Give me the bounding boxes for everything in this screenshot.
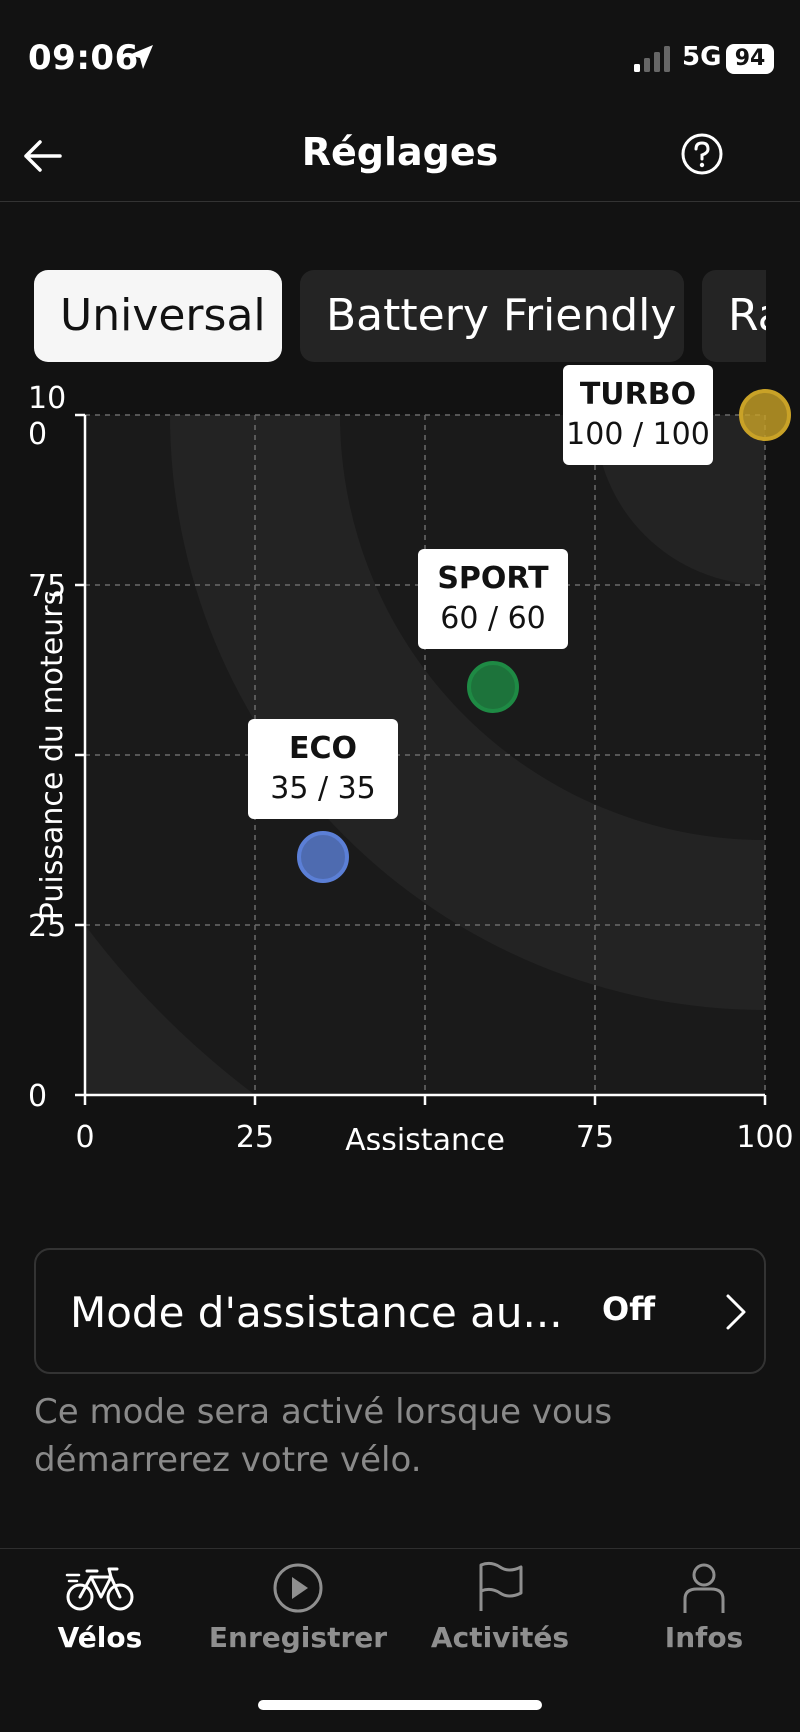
header: Réglages (0, 110, 800, 202)
tab-ra[interactable]: Ra (702, 270, 766, 362)
assistance-chart: 0 0 25 25 75 75 100 10 0 Assistance Puissance du… (0, 365, 800, 1150)
mode-label-turbo: TURBO 100 / 100 (563, 365, 713, 465)
mode-value: 60 / 60 (440, 601, 546, 636)
x-tick-label: 100 (736, 1120, 793, 1150)
x-tick-label: 25 (236, 1120, 274, 1150)
flag-icon (479, 1561, 523, 1611)
nav-item-activites[interactable]: Activités (400, 1561, 600, 1681)
bottom-nav: Vélos Enregistrer Activités Infos (0, 1548, 800, 1732)
y-tick-label: 0 (28, 417, 47, 452)
x-tick-label: 75 (576, 1120, 614, 1150)
y-tick-label: 25 (28, 909, 66, 944)
mode-value: 35 / 35 (270, 771, 376, 806)
mode-label-sport: SPORT 60 / 60 (418, 549, 568, 649)
nav-item-infos[interactable]: Infos (604, 1561, 800, 1681)
battery-level: 94 (726, 44, 774, 74)
tab-universal[interactable]: Universal (34, 270, 282, 362)
status-time: 09:06 (28, 38, 139, 78)
location-arrow-icon (129, 45, 153, 69)
chevron-right-icon (726, 1294, 746, 1330)
mode-name: ECO (288, 731, 357, 766)
play-circle-icon (273, 1563, 323, 1613)
setting-helper-text: Ce mode sera activé lorsque vous démarre… (34, 1392, 613, 1480)
y-tick-label: 0 (28, 1079, 47, 1114)
network-type: 5G (682, 42, 722, 72)
status-bar: 09:06 5G 94 (0, 0, 800, 110)
x-tick-label: 0 (75, 1120, 94, 1150)
setting-label: Mode d'assistance au... (70, 1288, 563, 1337)
page-title: Réglages (301, 130, 499, 174)
nav-label: Activités (430, 1621, 570, 1654)
question-circle-icon[interactable] (680, 132, 724, 176)
bike-icon (65, 1567, 134, 1611)
nav-item-velos[interactable]: Vélos (0, 1561, 200, 1681)
nav-label: Vélos (57, 1621, 143, 1654)
mode-name: TURBO (579, 377, 697, 412)
y-axis-label: Puissance du moteurs (35, 590, 70, 920)
chart-background-bands (85, 415, 765, 1095)
mode-tabs: Universal Battery Friendly Ra (0, 270, 766, 364)
person-icon (683, 1563, 725, 1613)
x-axis-label: Assistance (345, 1123, 505, 1150)
mode-name: SPORT (437, 561, 549, 596)
mode-label-eco: ECO 35 / 35 (248, 719, 398, 819)
mode-point-turbo[interactable] (739, 389, 791, 441)
setting-value: Off (602, 1290, 656, 1328)
mode-point-eco[interactable] (297, 831, 349, 883)
arrow-left-icon[interactable] (18, 130, 70, 182)
cellular-signal-icon (634, 46, 670, 72)
home-indicator (258, 1700, 542, 1710)
nav-label: Enregistrer (208, 1621, 388, 1654)
chart-points (297, 389, 791, 883)
mode-point-sport[interactable] (467, 661, 519, 713)
nav-label: Infos (664, 1621, 744, 1654)
mode-value: 100 / 100 (566, 417, 710, 452)
y-tick-label: 10 (28, 381, 66, 416)
assistance-mode-setting[interactable]: Mode d'assistance au... Off (34, 1248, 766, 1374)
nav-item-enregistrer[interactable]: Enregistrer (198, 1561, 398, 1681)
tab-battery-friendly[interactable]: Battery Friendly (300, 270, 684, 362)
y-tick-label: 75 (28, 569, 66, 604)
